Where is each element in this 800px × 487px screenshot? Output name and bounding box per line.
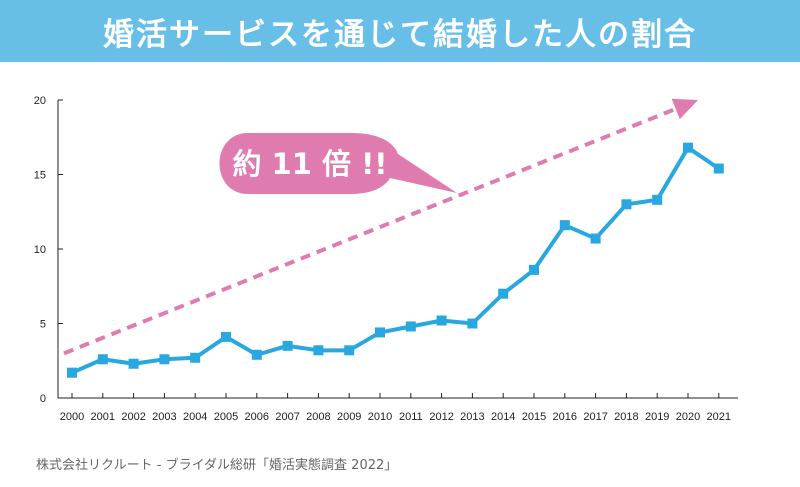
x-tick-label: 2007 (275, 411, 299, 423)
chart-title: 婚活サービスを通じて結婚した人の割合 (103, 16, 697, 53)
chart-title-banner: 婚活サービスを通じて結婚した人の割合 (0, 0, 800, 62)
data-point (344, 345, 355, 356)
source-note: 株式会社リクルート - ブライダル総研「婚活実態調査 2022」 (36, 458, 398, 473)
x-tick-label: 2014 (491, 411, 515, 423)
data-point (190, 352, 201, 363)
trend-arrow-shaft (63, 107, 677, 356)
data-point (590, 233, 601, 244)
data-point (498, 288, 509, 299)
x-tick-label: 2011 (399, 411, 423, 423)
data-point (405, 321, 416, 332)
y-tick-label: 10 (34, 244, 46, 256)
y-tick-label: 0 (40, 393, 46, 405)
trend-arrow (63, 98, 698, 356)
x-tick-label: 2016 (553, 411, 577, 423)
data-point (282, 340, 293, 351)
x-tick-label: 2001 (91, 411, 115, 423)
x-tick-label: 2002 (121, 411, 145, 423)
x-tick-label: 2005 (214, 411, 238, 423)
x-tick-label: 2006 (245, 411, 269, 423)
x-tick-label: 2013 (460, 411, 484, 423)
data-point (652, 194, 663, 205)
callout-bubble: 約 11 倍 !! (219, 133, 457, 194)
y-tick-label: 15 (34, 170, 46, 182)
y-tick-label: 5 (40, 319, 46, 331)
data-point (67, 367, 77, 378)
data-point (251, 349, 262, 360)
x-tick-label: 2021 (707, 411, 731, 423)
data-point (375, 327, 385, 338)
data-point (221, 331, 231, 342)
data-series (67, 142, 724, 378)
data-point (559, 220, 570, 231)
x-tick-label: 2015 (522, 411, 546, 423)
data-point (713, 163, 724, 174)
data-point (467, 318, 478, 329)
data-point (683, 142, 693, 153)
data-point (436, 315, 447, 326)
data-point (313, 345, 324, 356)
series-line (71, 145, 720, 375)
line-chart: 0 5 10 15 20 2000 2001 2002 2003 2004 2005 2006 2007… (34, 95, 738, 423)
callout-shape (219, 133, 457, 194)
x-tick-label: 2008 (306, 411, 330, 423)
data-point (159, 354, 170, 365)
x-tick-label: 2004 (183, 411, 207, 423)
x-tick-label: 2018 (614, 411, 638, 423)
trend-arrow-head (671, 98, 698, 120)
data-point (621, 199, 632, 210)
y-tick-label: 20 (34, 95, 46, 107)
x-tick-label: 2012 (429, 411, 453, 423)
data-point (529, 264, 539, 275)
x-tick-label: 2020 (676, 411, 700, 423)
x-tick-label: 2000 (60, 411, 84, 423)
chart-axes: 0 5 10 15 20 2000 2001 2002 2003 2004 2005 2006 2007… (34, 95, 738, 423)
data-point (97, 354, 108, 365)
x-tick-label: 2003 (152, 411, 176, 423)
x-tick-label: 2010 (368, 411, 392, 423)
data-point (128, 358, 139, 369)
x-tick-label: 2017 (583, 411, 607, 423)
x-tick-label: 2019 (645, 411, 669, 423)
callout-text: 約 11 倍 !! (232, 147, 387, 181)
x-tick-label: 2009 (337, 411, 361, 423)
